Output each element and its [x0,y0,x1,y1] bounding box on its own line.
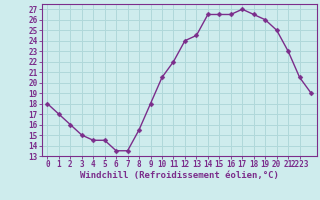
X-axis label: Windchill (Refroidissement éolien,°C): Windchill (Refroidissement éolien,°C) [80,171,279,180]
